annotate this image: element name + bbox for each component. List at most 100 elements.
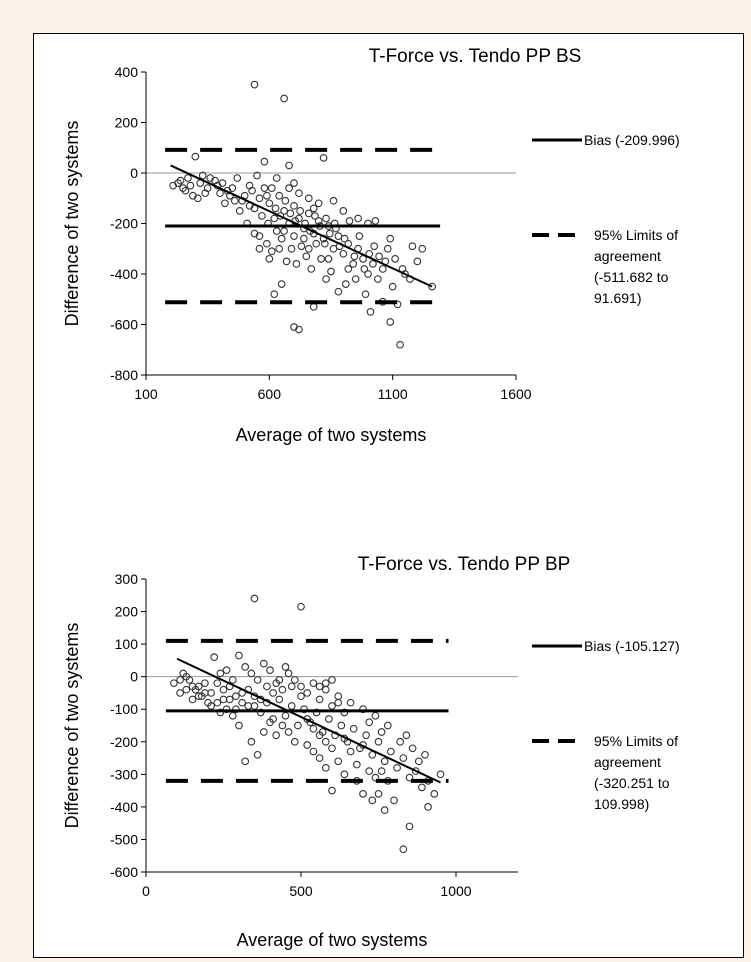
chart1-data-point <box>235 207 244 215</box>
chart1-data-point <box>206 174 214 182</box>
chart2-data-point <box>321 685 330 694</box>
chart1-data-point <box>296 207 305 215</box>
chart2-data-point <box>290 737 299 746</box>
chart1-data-point <box>270 214 279 223</box>
chart1-y-axis-label: Difference of two systems <box>62 121 82 327</box>
chart1-data-point <box>233 174 242 182</box>
chart1-data-point <box>339 207 348 215</box>
chart1-x-tick-label: 100 <box>134 386 158 402</box>
chart1-data-point <box>345 217 354 225</box>
chart1-data-point <box>351 275 360 283</box>
chart2-data-point <box>309 747 318 756</box>
chart1-legend-loa-label-line: (-511.682 to <box>594 269 669 285</box>
chart2-data-point <box>269 689 277 697</box>
chart2-data-point <box>334 757 343 766</box>
chart1-data-point <box>354 214 362 223</box>
chart1-data-point <box>339 249 348 258</box>
chart2-data-point <box>418 783 426 792</box>
chart1-data-point <box>325 229 334 238</box>
chart2-data-point <box>241 663 250 671</box>
chart1-data-point <box>312 239 321 248</box>
chart2-data-point <box>272 731 281 740</box>
chart2-data-point <box>334 692 343 701</box>
chart2-data-point <box>275 676 284 684</box>
chart2-data-point <box>222 705 231 714</box>
chart2-data-point <box>365 767 374 775</box>
chart1-data-point <box>193 194 202 203</box>
chart2-data-point <box>247 669 256 678</box>
chart1-x-axis-label: Average of two systems <box>236 425 427 445</box>
chart2-data-point <box>346 698 355 707</box>
chart2-legend-loa-label-line: (-320.251 to <box>594 775 670 791</box>
chart2-data-point <box>352 760 361 769</box>
chart1-data-point <box>413 257 422 266</box>
chart1-legend-loa-label-line: 91.691) <box>594 290 641 306</box>
chart2-data-point <box>371 773 380 782</box>
chart2-data-point <box>201 679 209 688</box>
chart1-data-point <box>267 184 276 192</box>
chart2-data-point <box>374 790 383 798</box>
chart1-data-point <box>391 255 399 263</box>
figure-frame: T-Force vs. Tendo PP BS -800 -600 -400 -200 0… <box>33 33 744 958</box>
chart1-data-point <box>260 184 269 192</box>
chart1-data-point <box>176 176 185 185</box>
chart1-y-tick-label: -200 <box>110 216 138 232</box>
chart2-data-point <box>290 676 299 684</box>
chart2-data-point <box>219 695 228 704</box>
chart2-x-tick-label: 1000 <box>440 883 471 899</box>
chart2-y-tick-label: 200 <box>115 604 139 620</box>
chart1-data-point <box>334 287 343 296</box>
chart2-data-point <box>263 682 271 691</box>
chart1-data-point <box>388 282 397 291</box>
chart1-x-tick-label: 1600 <box>500 386 531 402</box>
chart1-data-point <box>386 234 395 243</box>
chart1-data-point <box>216 189 224 198</box>
chart2-data-point <box>383 721 392 730</box>
chart1-data-point <box>290 201 298 210</box>
chart2-data-point <box>207 689 215 697</box>
chart1-data-point <box>297 242 306 251</box>
chart2-data-point <box>225 695 234 704</box>
chart2-data-point <box>328 744 336 753</box>
chart2-data-point <box>228 676 237 684</box>
chart2-data-point <box>232 692 240 701</box>
chart2-data-point <box>380 757 389 766</box>
chart1-data-point <box>255 244 264 253</box>
chart2-y-tick-label: -400 <box>110 799 138 815</box>
chart2-data-point <box>424 803 432 811</box>
chart1-data-point <box>258 212 266 220</box>
chart2-legend-loa-label-line: 109.998) <box>594 796 649 812</box>
chart1-data-point <box>369 260 377 268</box>
chart1-data-point <box>191 152 200 161</box>
chart1-data-point <box>350 252 359 261</box>
chart1-data-point <box>319 153 328 162</box>
chart1-data-point <box>275 244 284 253</box>
chart1-data-point <box>383 244 392 253</box>
chart1-data-point <box>263 191 271 200</box>
chart2-data-point <box>340 770 349 779</box>
chart2-data-point <box>365 718 374 727</box>
chart1-data-point <box>314 217 323 225</box>
chart2-data-point <box>235 721 243 730</box>
chart2-data-point <box>250 594 259 603</box>
chart2-data-point <box>170 679 178 688</box>
chart1-data-point <box>375 252 383 261</box>
chart1-data-point <box>272 174 281 182</box>
chart2-data-point <box>346 747 355 756</box>
chart1-data-point <box>276 212 285 220</box>
chart2-data-point <box>321 737 330 746</box>
chart1-data-point <box>295 189 303 198</box>
chart1-data-point <box>329 196 338 205</box>
chart1-y-tick-label: 400 <box>115 64 139 80</box>
chart1-data-point <box>280 227 288 235</box>
chart1-data-point <box>309 204 318 213</box>
chart2-data-point <box>359 790 367 798</box>
chart2-data-point <box>315 695 324 704</box>
chart2-data-point <box>238 698 246 707</box>
chart1-data-point <box>364 270 372 278</box>
chart2-data-point <box>315 682 324 691</box>
chart1-data-point <box>386 318 395 326</box>
chart1-data-point <box>218 179 227 187</box>
chart1-data-point <box>428 282 436 291</box>
chart1-data-point <box>300 234 308 243</box>
